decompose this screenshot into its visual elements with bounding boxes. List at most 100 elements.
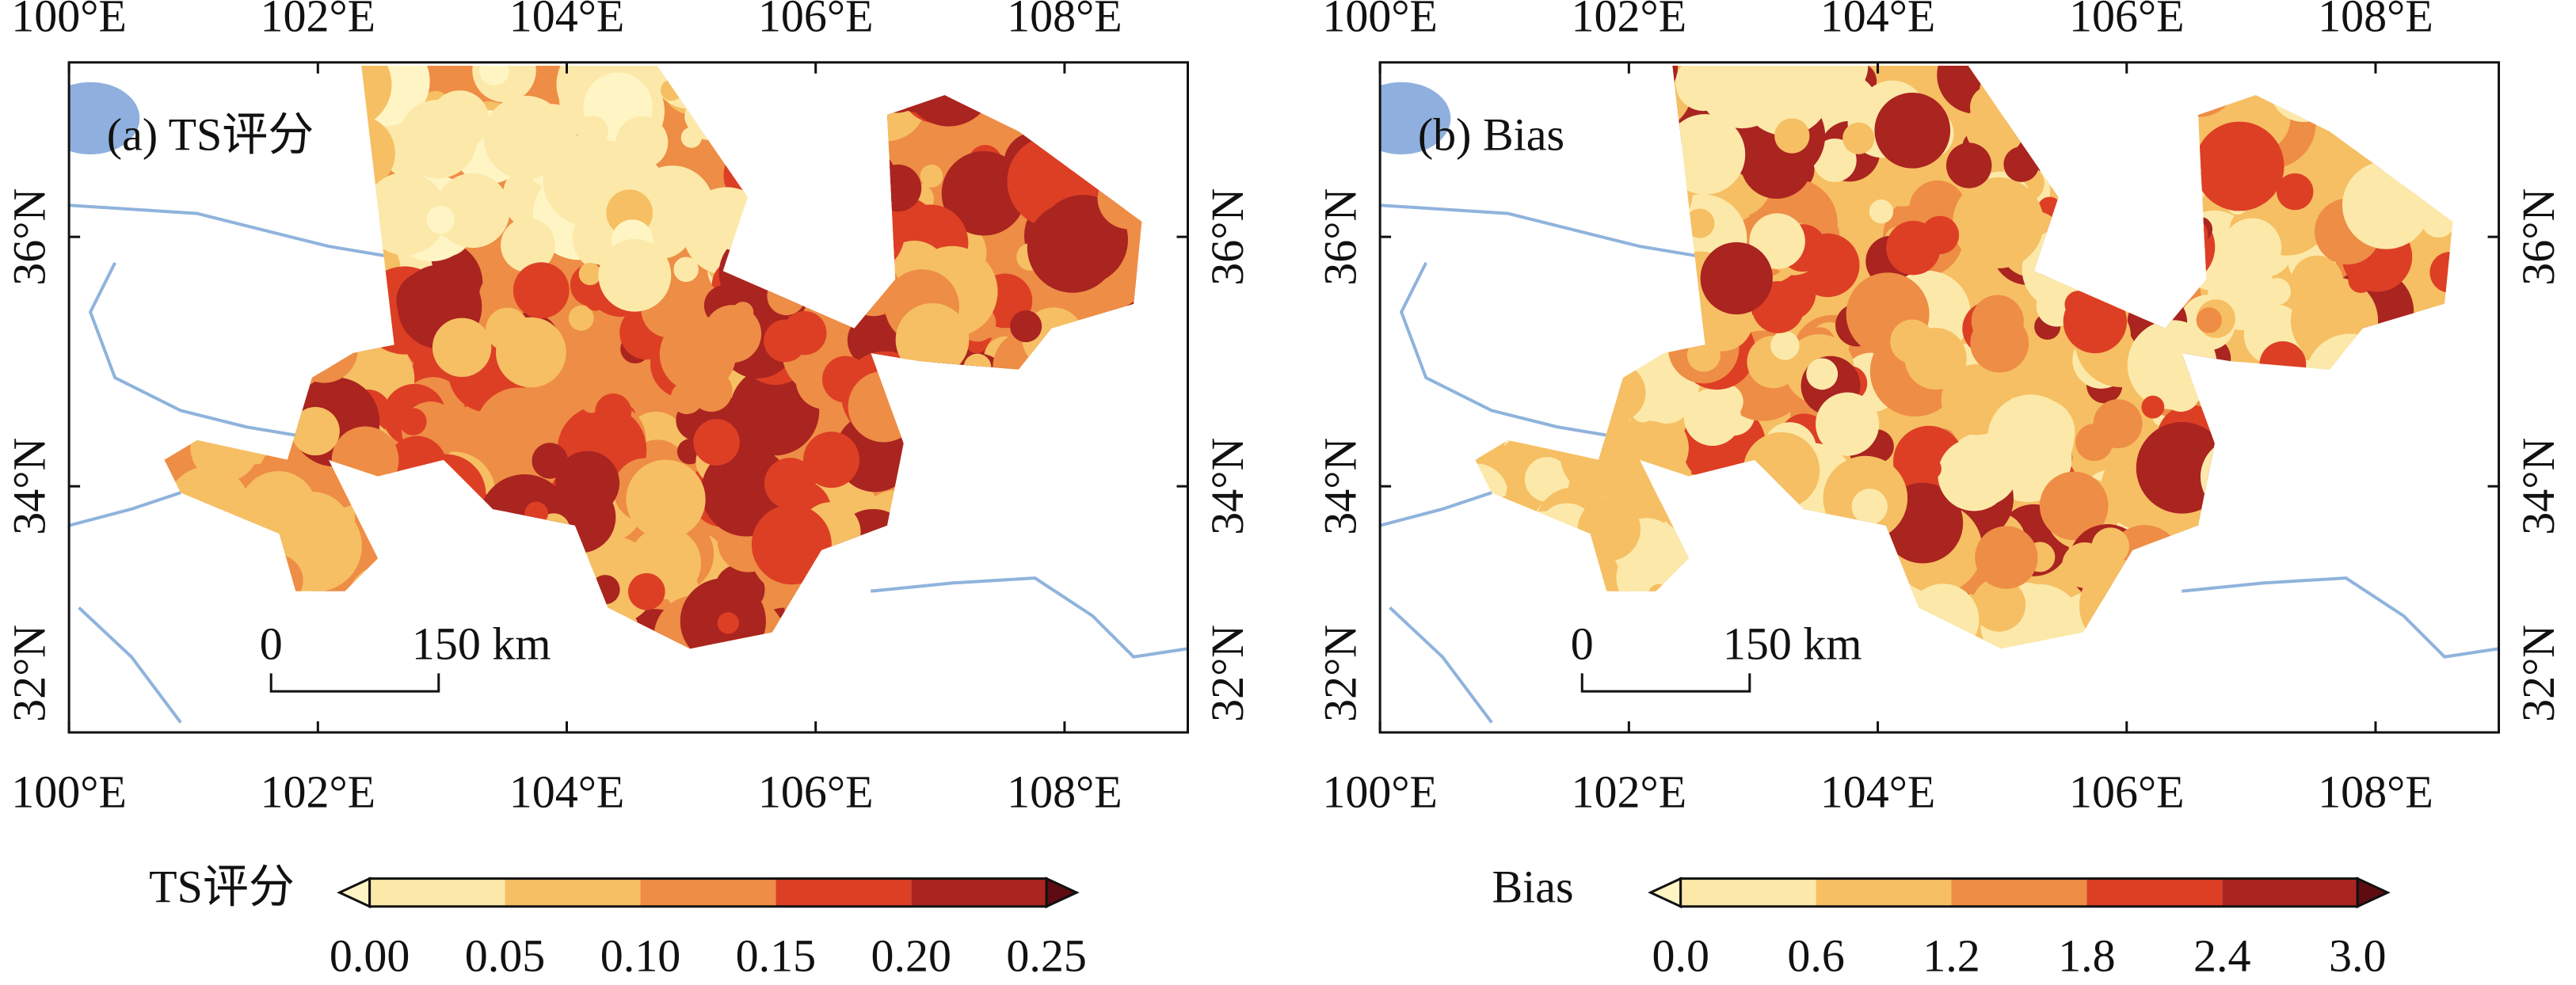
field-cell [1851,489,1888,525]
field-cell [2136,550,2166,580]
lon-label-top: 104°E [509,0,625,41]
field-cell [1972,578,2026,632]
field-cell [833,237,876,280]
field-cell [555,451,620,515]
field-cell [615,116,669,169]
field-cell [2107,199,2185,277]
field-cell [2153,148,2179,174]
field-cell [2239,515,2296,571]
field-cell [226,350,278,402]
field-cell [2387,413,2452,477]
field-cell [165,539,215,590]
field-cell [1907,584,1980,649]
field-cell [692,65,781,134]
field-cell [531,560,566,595]
field-cell [2222,218,2282,277]
field-cell [1530,284,1598,352]
field-cell [479,65,509,86]
river [871,576,1188,659]
field-cell [1501,65,1558,115]
field-cell [1024,562,1049,586]
field-cell [1475,236,1515,282]
field-cell [974,627,1012,649]
field-cell [833,613,910,649]
field-cell [2424,445,2453,503]
field-cell [1475,173,1530,241]
lat-label-left: 36°N [1314,188,1366,286]
field-cell [806,112,867,173]
field-cell [2432,595,2453,628]
field-cell [1774,118,1810,154]
field-cell [802,108,841,148]
field-cell [1081,108,1142,171]
lat-label-left: 32°N [3,625,55,722]
field-cell [265,371,298,403]
field-cell [659,316,737,393]
field-cell [296,230,345,277]
field-cell [1099,414,1142,483]
field-cell [501,218,555,272]
field-cell [1625,65,1667,90]
field-cell [329,71,368,110]
field-cell [2357,94,2399,137]
field-cell [2090,620,2159,649]
lon-label-top: 100°E [1322,0,1438,41]
field-cell [1504,238,1560,293]
field-cell [568,305,594,331]
field-cell [313,284,371,342]
field-cell [1010,310,1042,343]
field-cell [2161,373,2201,412]
field-cell [1980,73,2012,106]
field-cell [1515,165,1538,188]
field-cell [2194,121,2284,211]
lat-label-right: 36°N [2513,188,2564,286]
field-cell [2187,216,2213,242]
field-cell [2349,590,2418,649]
field-cell [2420,65,2453,105]
field-cell [1023,409,1058,446]
field-cell [1816,392,1880,456]
field-cell [2091,527,2129,565]
lon-label-bottom: 102°E [1572,766,1687,817]
field-cell [1484,254,1538,309]
field-cell [193,226,259,291]
field-cell [1475,350,1520,416]
field-cell [1890,319,1934,364]
lon-label-bottom: 108°E [1007,766,1122,817]
field-cell [1709,537,1732,560]
field-cell [262,211,348,296]
field-cell [229,351,265,387]
field-cell [1076,332,1122,378]
field-cell [2039,471,2109,541]
field-cell [1104,415,1142,470]
field-cell [479,272,525,318]
lon-label-bottom: 106°E [758,766,874,817]
field-cell [1591,127,1654,191]
field-cell [1806,358,1839,390]
colorbar-tick-label: 0.10 [600,930,681,982]
field-cell [1565,238,1645,318]
river [78,606,182,724]
field-cell [806,577,844,616]
field-cell [710,85,780,155]
field-cell [2051,65,2123,117]
field-cell [2303,65,2367,129]
field-cell [1874,92,1951,169]
field-cell [1101,65,1142,110]
field-cell [903,65,994,127]
field-cell [963,353,992,382]
field-cell [745,107,828,189]
field-cell [627,572,665,610]
field-cell [1914,614,1936,637]
field-cell [1549,65,1597,97]
colorbar-extend [337,877,372,909]
field-cell [291,407,340,456]
field-cell [1475,370,1523,453]
field-cell [1569,583,1609,622]
field-cell [2281,540,2343,601]
field-cell [1624,272,1675,324]
field-cell [1488,499,1523,533]
field-cell [2319,551,2395,627]
field-cell [2296,591,2322,617]
field-cell [864,65,912,105]
